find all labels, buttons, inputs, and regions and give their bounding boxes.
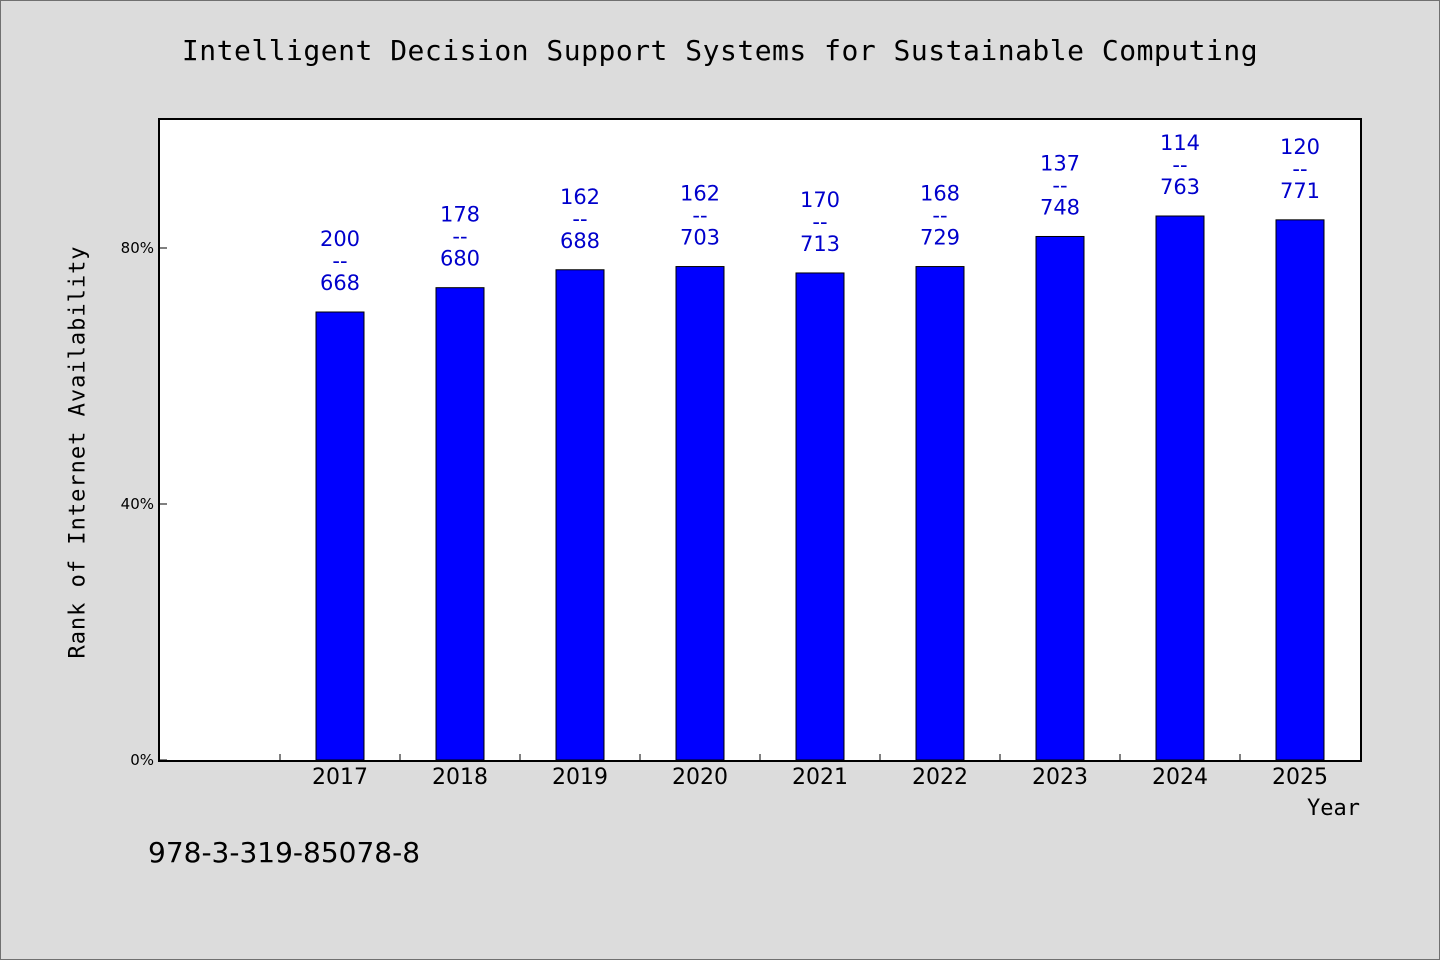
isbn-note: 978-3-319-85078-8 — [148, 836, 421, 869]
x-tick-label: 2020 — [672, 765, 728, 790]
bar — [1275, 219, 1325, 761]
bar — [555, 269, 605, 761]
bar-data-label: 178 — [440, 203, 480, 227]
bar-data-label: -- — [812, 210, 827, 234]
x-tick-label: 2023 — [1032, 765, 1088, 790]
bar-data-label: 763 — [1160, 175, 1200, 199]
bar-data-label: 162 — [560, 185, 600, 209]
x-tick-label: 2024 — [1152, 765, 1208, 790]
bar-data-label: -- — [572, 207, 587, 231]
bar-data-label: 729 — [920, 226, 960, 250]
x-tick-label: 2017 — [312, 765, 368, 790]
x-tick-label: 2025 — [1272, 765, 1328, 790]
bar — [915, 266, 965, 761]
bar — [435, 287, 485, 761]
bar-data-label: 703 — [680, 226, 720, 250]
bar-data-label: 713 — [800, 232, 840, 256]
bar-data-label: 137 — [1040, 151, 1080, 175]
bar-data-label: -- — [932, 204, 947, 228]
bar — [1035, 235, 1085, 761]
x-tick-label: 2018 — [432, 765, 488, 790]
y-axis-label: Rank of Internet Availability — [65, 245, 91, 659]
x-tick-label: 2022 — [912, 765, 968, 790]
bar-data-label: 771 — [1280, 179, 1320, 203]
bar-data-label: 120 — [1280, 135, 1320, 159]
bar — [795, 272, 845, 761]
bar-data-label: -- — [692, 204, 707, 228]
bar-data-label: 748 — [1040, 195, 1080, 219]
x-tick-label: 2019 — [552, 765, 608, 790]
bar-data-label: 162 — [680, 182, 720, 206]
bar-data-label: 114 — [1160, 131, 1200, 155]
bar-data-label: -- — [1052, 173, 1067, 197]
bar-chart: 0%40%80% 200--6682017178--6802018162--688… — [121, 131, 1328, 790]
y-tick-label: 80% — [121, 239, 154, 257]
bar — [675, 266, 725, 761]
bar-data-label: 680 — [440, 247, 480, 271]
x-tick-label: 2021 — [792, 765, 848, 790]
bar — [1155, 215, 1205, 761]
bar-data-label: 688 — [560, 229, 600, 253]
y-tick-label: 0% — [130, 751, 154, 769]
bar-data-label: -- — [1172, 153, 1187, 177]
bar-data-label: 168 — [920, 182, 960, 206]
bar-data-label: -- — [452, 225, 467, 249]
bar-data-label: 170 — [800, 188, 840, 212]
bar — [315, 311, 365, 761]
chart-title: Intelligent Decision Support Systems for… — [181, 34, 1259, 67]
plot-area: 0% 40% 80% 200 -- 668 2017 178 -- 680 2018 162 -- 688… — [121, 118, 1362, 790]
bar-data-label: -- — [332, 249, 347, 273]
y-tick-label: 40% — [121, 495, 154, 513]
bar-data-label: 200 — [320, 227, 360, 251]
bar-data-label: 668 — [320, 271, 360, 295]
bar-data-label: -- — [1292, 157, 1307, 181]
x-axis-label: Year — [1307, 796, 1360, 821]
